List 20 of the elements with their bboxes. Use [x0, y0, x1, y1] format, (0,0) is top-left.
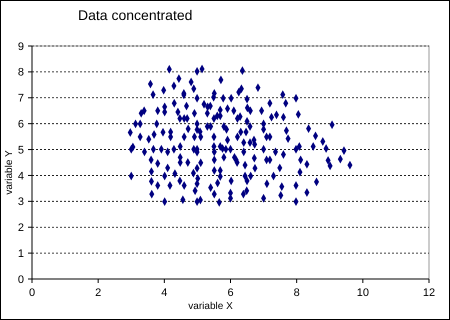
x-tick-label: 4: [161, 287, 168, 299]
y-tick-label: 9: [18, 40, 24, 53]
y-tick-label: 5: [18, 144, 24, 156]
chart-title: Data concentrated: [78, 7, 192, 23]
x-tick-label: 12: [422, 287, 436, 299]
x-tick-label: 6: [227, 287, 234, 299]
y-tick-label: 0: [18, 274, 24, 286]
y-tick-label: 3: [18, 196, 24, 208]
y-axis-title: variable Y: [4, 150, 15, 195]
y-tick-label: 8: [18, 66, 24, 79]
x-axis-title: variable X: [188, 301, 234, 312]
y-tick-label: 4: [18, 170, 24, 182]
x-tick-label: 0: [28, 287, 36, 299]
y-tick-label: 2: [18, 222, 24, 234]
y-tick-label: 7: [18, 92, 24, 105]
y-tick-label: 6: [18, 118, 24, 131]
x-tick-label: 2: [95, 287, 102, 299]
x-tick-label: 10: [356, 287, 369, 299]
y-tick-label: 1: [18, 248, 24, 260]
x-tick-label: 8: [294, 287, 300, 299]
